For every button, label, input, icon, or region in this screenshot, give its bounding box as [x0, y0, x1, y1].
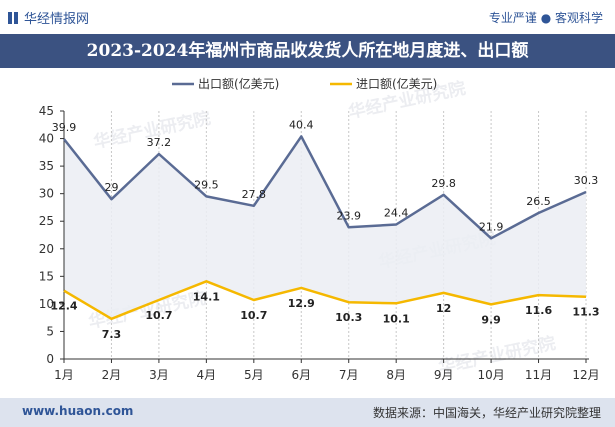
data-label-import: 11.3	[572, 306, 599, 319]
x-tick-label: 10月	[477, 368, 504, 382]
y-tick-label: 10	[39, 297, 54, 311]
y-tick-label: 35	[39, 159, 54, 173]
data-labels: 39.9 29 37.2 29.5 27.8 40.4 23.9 24.4 29.8 21.9 26…	[50, 118, 599, 340]
y-tick-label: 5	[46, 324, 54, 338]
area-between-series	[64, 136, 586, 319]
y-tick-label: 25	[39, 214, 54, 228]
x-tick-label: 7月	[339, 368, 359, 382]
data-label-export: 37.2	[147, 136, 172, 149]
data-label-export: 29.8	[431, 177, 456, 190]
footer: www.huaon.com 数据来源：中国海关，华经产业研究院整理	[0, 398, 615, 427]
series-line-import	[63, 280, 587, 321]
data-label-import: 12.4	[50, 300, 77, 313]
x-tick-label: 6月	[291, 368, 311, 382]
x-tick-label: 5月	[244, 368, 264, 382]
x-tick-label: 1月	[54, 368, 74, 382]
data-label-import: 7.3	[102, 328, 122, 341]
y-tick-label: 30	[39, 187, 54, 201]
brand[interactable]: 华经情报网	[8, 8, 89, 27]
legend: 出口额(亿美元) 进口额(亿美元)	[172, 76, 437, 91]
top-bar: 华经情报网 专业严谨 ● 客观科学	[0, 0, 615, 34]
data-label-export: 26.5	[526, 195, 551, 208]
data-label-import: 10.3	[335, 311, 362, 324]
y-tick-label: 20	[39, 242, 54, 256]
data-label-import: 10.7	[145, 309, 172, 322]
x-tick-label: 4月	[197, 368, 217, 382]
axes: 0 5 10 15 20 25 30 35 40 45 1月 2月 3月 4月 5月 6月 7月 8月 9月 10月 1…	[39, 104, 600, 382]
data-label-export: 23.9	[336, 209, 361, 222]
logo-icon	[8, 11, 18, 24]
footer-source: 数据来源：中国海关，华经产业研究院整理	[372, 406, 601, 420]
legend-label-export: 出口额(亿美元)	[198, 76, 279, 91]
slogan: 专业严谨 ● 客观科学	[488, 11, 603, 25]
data-label-import: 12	[436, 302, 451, 315]
data-label-export: 27.8	[242, 188, 267, 201]
data-label-export: 29	[104, 181, 118, 194]
data-label-export: 21.9	[479, 220, 504, 233]
data-label-export: 29.5	[194, 178, 219, 191]
x-tick-label: 9月	[434, 368, 454, 382]
brand-name: 华经情报网	[24, 12, 90, 27]
data-label-import: 11.6	[525, 304, 552, 317]
footer-url[interactable]: www.huaon.com	[22, 404, 134, 418]
x-tick-label: 12月	[572, 368, 599, 382]
data-label-export: 40.4	[289, 118, 314, 131]
y-tick-label: 15	[39, 269, 54, 283]
legend-label-import: 进口额(亿美元)	[356, 76, 437, 91]
series-lines	[63, 135, 587, 321]
x-tick-label: 11月	[525, 368, 552, 382]
y-tick-label: 40	[39, 132, 54, 146]
y-tick-label: 0	[46, 352, 54, 366]
line-chart: 华经产业研究院华经产业研究院华经产业研究院华经产业研究院华经产业研究院 出口额(…	[39, 76, 600, 382]
x-tick-label: 2月	[102, 368, 122, 382]
y-tick-label: 45	[39, 104, 54, 118]
series-line-export	[63, 135, 587, 240]
data-label-import: 10.1	[383, 312, 410, 325]
chart-title: 2023-2024年福州市商品收发货人所在地月度进、出口额	[0, 34, 615, 68]
data-label-import: 10.7	[240, 309, 267, 322]
data-label-export: 39.9	[52, 121, 77, 134]
area-fill	[64, 136, 586, 319]
data-label-import: 9.9	[481, 313, 501, 326]
data-label-import: 12.9	[288, 297, 315, 310]
x-tick-label: 3月	[149, 368, 169, 382]
data-label-export: 30.3	[574, 174, 599, 187]
x-tick-label: 8月	[386, 368, 406, 382]
data-label-import: 14.1	[193, 290, 220, 303]
data-label-export: 24.4	[384, 207, 409, 220]
